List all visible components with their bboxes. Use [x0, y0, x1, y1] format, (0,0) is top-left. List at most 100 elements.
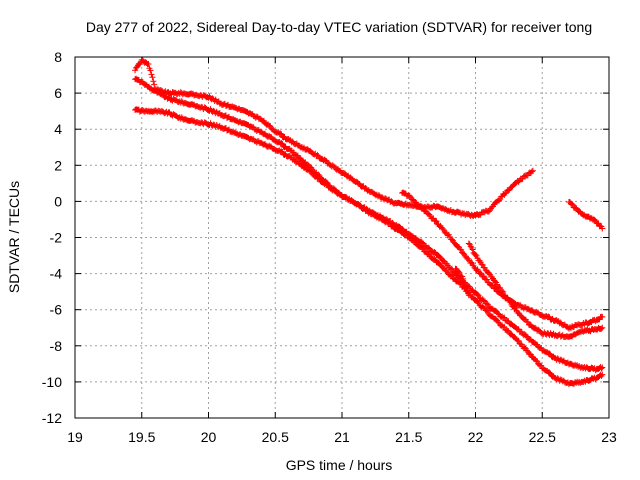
x-tick-label: 23 — [601, 429, 617, 445]
data-point — [277, 130, 284, 137]
data-point — [467, 243, 474, 250]
y-tick-label: 2 — [54, 157, 62, 173]
data-point — [478, 261, 485, 268]
data-point — [315, 174, 322, 181]
x-tick-label: 21.5 — [395, 429, 422, 445]
series-track-4 — [399, 189, 606, 332]
data-point — [598, 373, 605, 380]
data-point — [477, 270, 484, 277]
data-point — [492, 278, 499, 285]
data-point — [599, 313, 606, 320]
data-point — [496, 197, 503, 204]
data-point — [455, 268, 462, 275]
data-point — [599, 364, 606, 371]
data-point — [485, 208, 492, 215]
data-point — [278, 140, 285, 147]
data-point — [546, 350, 553, 357]
y-tick-label: -10 — [42, 374, 62, 390]
data-point — [502, 190, 509, 197]
y-tick-label: 6 — [54, 85, 62, 101]
data-point — [150, 78, 157, 85]
series-track-1 — [132, 56, 536, 220]
y-tick-label: -4 — [50, 266, 63, 282]
data-point — [323, 181, 330, 188]
data-point — [483, 307, 490, 314]
data-point — [419, 205, 426, 212]
data-point — [598, 365, 605, 372]
data-point — [523, 333, 530, 340]
data-point — [457, 246, 464, 253]
data-point — [148, 71, 155, 78]
x-axis-label: GPS time / hours — [286, 457, 393, 473]
data-point — [598, 325, 605, 332]
data-point — [569, 201, 576, 208]
data-point — [500, 289, 507, 296]
data-point — [432, 217, 439, 224]
data-point — [501, 323, 508, 330]
data-point — [314, 152, 321, 159]
data-point — [468, 259, 475, 266]
data-point — [483, 276, 490, 283]
y-tick-label: 0 — [54, 193, 62, 209]
data-points — [132, 56, 606, 388]
x-tick-label: 20 — [201, 429, 217, 445]
data-point — [458, 246, 465, 253]
data-point — [278, 131, 285, 138]
data-point — [529, 167, 536, 174]
data-point — [526, 350, 533, 357]
data-point — [599, 371, 606, 378]
data-point — [433, 218, 440, 225]
data-point — [460, 275, 467, 282]
data-point — [431, 248, 438, 255]
data-point — [431, 256, 438, 263]
y-tick-label: -6 — [50, 302, 63, 318]
data-point — [506, 298, 513, 305]
data-point — [419, 239, 426, 246]
data-point — [448, 272, 455, 279]
data-point — [457, 280, 464, 287]
data-point — [568, 200, 575, 207]
data-point — [149, 74, 156, 81]
data-point — [499, 288, 506, 295]
x-tick-label: 19.5 — [128, 429, 155, 445]
y-axis-label: SDTVAR / TECUs — [6, 181, 22, 293]
data-point — [278, 148, 285, 155]
y-tick-label: -12 — [42, 410, 62, 426]
data-point — [342, 170, 349, 177]
data-point — [474, 298, 481, 305]
data-point — [456, 269, 463, 276]
data-point — [474, 291, 481, 298]
x-tick-label: 22 — [468, 429, 484, 445]
data-point — [599, 324, 606, 331]
y-tick-label: -8 — [50, 338, 63, 354]
y-tick-label: 4 — [54, 121, 62, 137]
x-tick-label: 22.5 — [529, 429, 556, 445]
data-point — [528, 168, 535, 175]
chart-title: Day 277 of 2022, Sidereal Day-to-day VTE… — [86, 19, 592, 35]
data-point — [483, 300, 490, 307]
data-point — [145, 61, 152, 68]
x-tick-labels: 19 19.5 20 20.5 21 21.5 22 22.5 23 — [67, 429, 617, 445]
x-tick-label: 20.5 — [262, 429, 289, 445]
data-point — [469, 246, 476, 253]
data-point — [147, 67, 154, 74]
data-point — [279, 140, 286, 147]
data-point — [419, 244, 426, 251]
data-point — [515, 337, 522, 344]
x-tick-label: 19 — [67, 429, 83, 445]
data-point — [501, 314, 508, 321]
series-track-7 — [452, 265, 472, 299]
x-tick-label: 21 — [334, 429, 350, 445]
data-point — [439, 225, 446, 232]
data-point — [534, 358, 541, 365]
y-tick-label: 8 — [54, 49, 62, 65]
series-track-5 — [465, 240, 606, 341]
y-tick-labels: -12 -10 -8 -6 -4 -2 0 2 4 6 8 — [42, 49, 62, 426]
data-point — [151, 81, 158, 88]
data-point — [497, 284, 504, 291]
data-point — [546, 369, 553, 376]
plot-frame — [74, 56, 610, 419]
data-point — [476, 257, 483, 264]
